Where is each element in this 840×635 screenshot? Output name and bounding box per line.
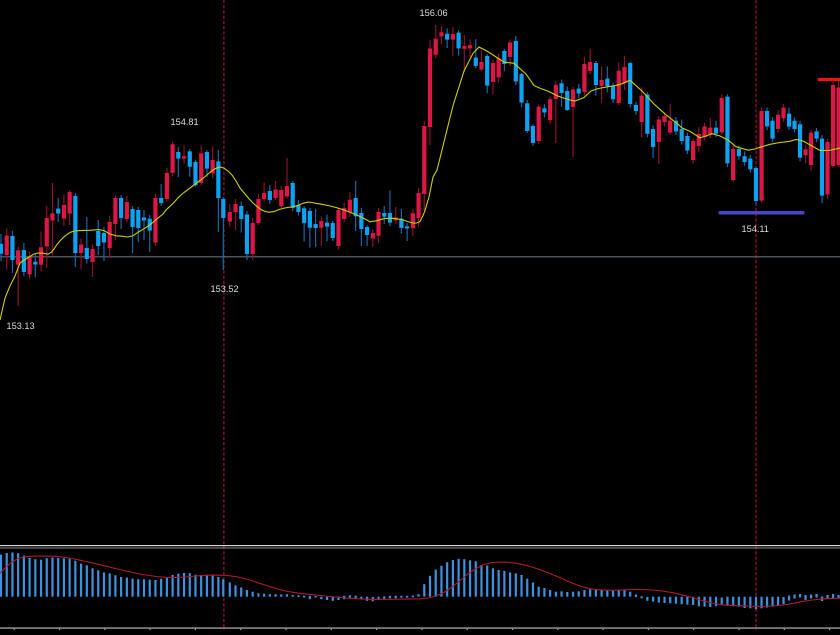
svg-text:156.06: 156.06 (420, 8, 448, 18)
svg-text:153.52: 153.52 (211, 284, 239, 294)
svg-text:153.13: 153.13 (7, 321, 35, 331)
svg-text:154.11: 154.11 (742, 224, 769, 234)
svg-text:154.81: 154.81 (171, 117, 199, 127)
